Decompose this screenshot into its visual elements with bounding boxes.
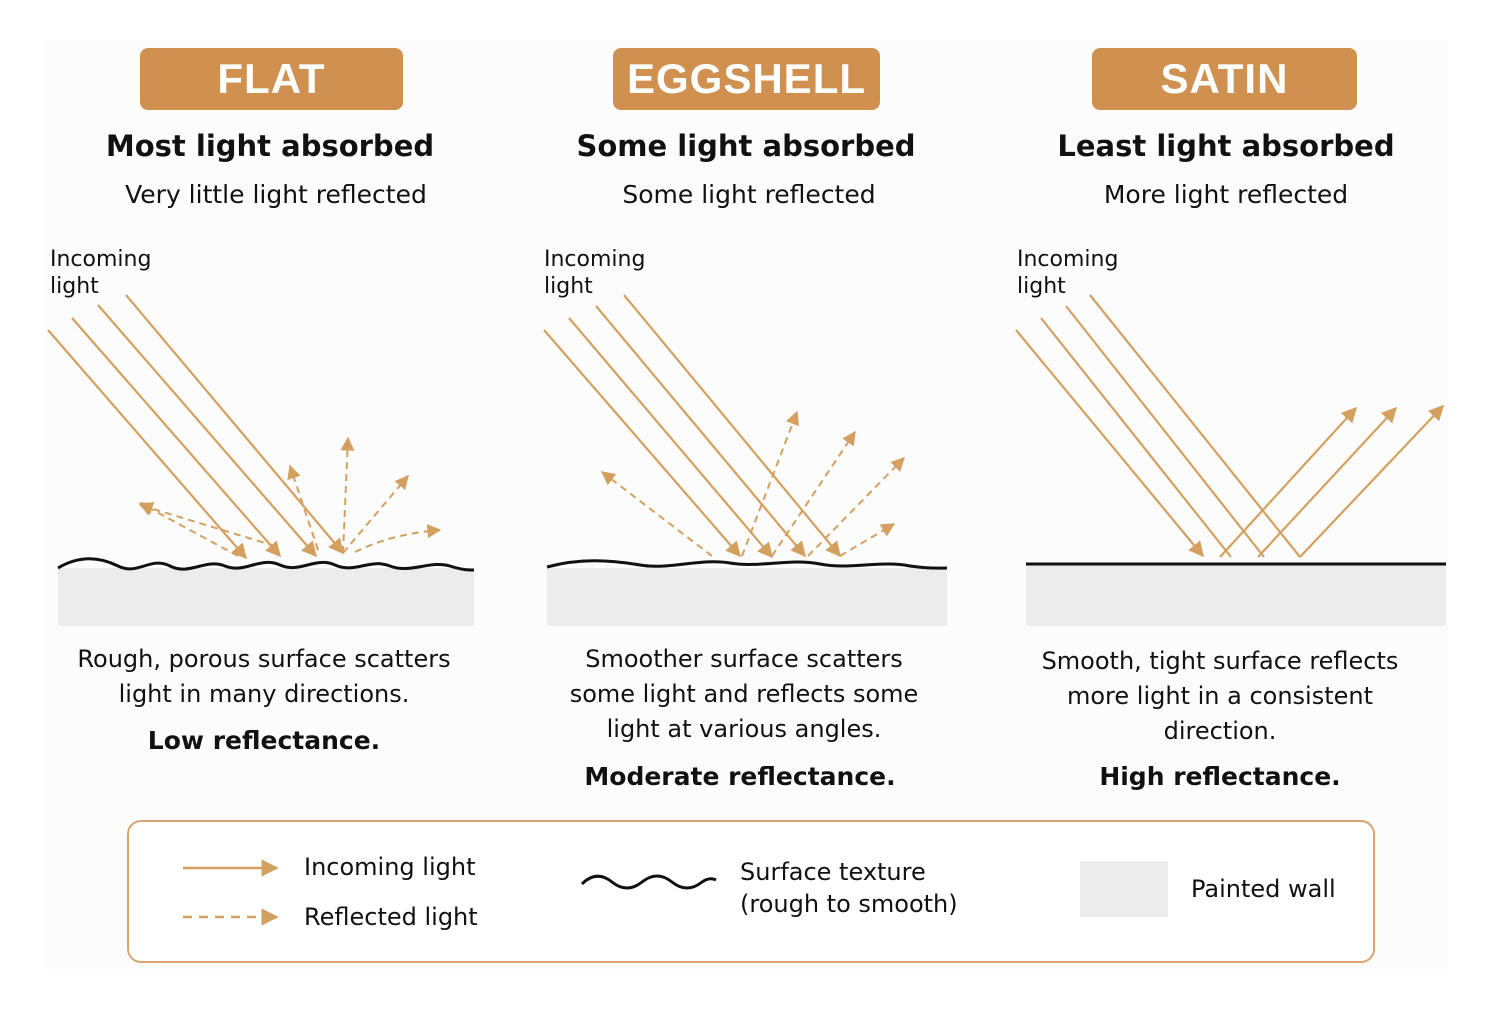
- eggshell-reflected-ray: [839, 523, 896, 557]
- eggshell-badge: EGGSHELL: [613, 48, 880, 110]
- flat-diagram: [47, 294, 475, 626]
- satin-wall: [1026, 565, 1446, 626]
- satin-incoming-ray: [1089, 294, 1301, 558]
- legend-wall-label: Painted wall: [1191, 875, 1336, 903]
- eggshell-reflected-ray: [807, 456, 905, 557]
- column-eggshell: EGGSHELL Some light absorbed Some light …: [543, 48, 948, 791]
- column-flat: FLAT Most light absorbed Very little lig…: [0, 0, 500, 810]
- satin-incoming-ray: [1015, 329, 1204, 558]
- eggshell-incoming-ray: [568, 317, 773, 559]
- flat-incoming-ray: [125, 294, 344, 555]
- flat-heading: Most light absorbed: [105, 129, 435, 163]
- eggshell-verdict: Moderate reflectance.: [584, 762, 896, 791]
- flat-surface-line: [57, 557, 475, 572]
- flat-reflected-ray: [138, 502, 239, 557]
- satin-reflected-ray: [1257, 406, 1398, 558]
- satin-reflected-ray: [1299, 404, 1445, 558]
- satin-incoming-label: Incoming light: [1017, 247, 1119, 299]
- flat-incoming-rays: [47, 294, 344, 560]
- satin-incoming-rays: [1015, 294, 1301, 558]
- flat-wall: [58, 568, 474, 626]
- eggshell-diagram: [543, 294, 948, 626]
- satin-incoming-ray: [1065, 305, 1265, 558]
- legend-painted-wall-swatch: [1080, 861, 1168, 917]
- legend-reflected-arrow-icon: [183, 908, 279, 926]
- satin-badge: SATIN: [1092, 48, 1357, 110]
- flat-reflected-ray: [342, 474, 409, 554]
- eggshell-incoming-ray: [623, 294, 841, 558]
- satin-reflected-ray: [1219, 406, 1358, 558]
- flat-reflected-ray: [287, 464, 319, 551]
- satin-subheading: More light reflected: [1103, 180, 1349, 209]
- legend-surface-texture-icon: [580, 874, 717, 890]
- legend-incoming-arrow-icon: [183, 859, 279, 877]
- satin-incoming-ray: [1040, 317, 1232, 558]
- eggshell-incoming-rays: [543, 294, 841, 559]
- satin-description: Smooth, tight surface reflects more ligh…: [1041, 647, 1399, 745]
- legend-surface-label: Surface texture (rough to smooth): [740, 858, 958, 918]
- flat-reflected-rays: [138, 436, 442, 557]
- eggshell-description: Smoother surface scatters some light and…: [569, 645, 919, 743]
- eggshell-reflected-rays: [600, 410, 905, 557]
- satin-heading: Least light absorbed: [1057, 129, 1395, 163]
- satin-verdict: High reflectance.: [1099, 762, 1341, 791]
- flat-reflected-ray: [354, 524, 442, 553]
- legend-incoming-label: Incoming light: [304, 853, 476, 881]
- column-satin: SATIN Least light absorbed More light re…: [1015, 48, 1446, 791]
- eggshell-surface-line: [546, 559, 948, 570]
- flat-incoming-ray: [71, 317, 282, 558]
- flat-incoming-label: Incoming light: [50, 247, 152, 299]
- diagram-background: [44, 40, 1449, 970]
- eggshell-incoming-label: Incoming light: [544, 247, 646, 299]
- eggshell-heading: Some light absorbed: [576, 129, 916, 163]
- flat-incoming-ray: [97, 304, 318, 558]
- flat-subheading: Very little light reflected: [125, 180, 427, 209]
- eggshell-incoming-ray: [595, 305, 806, 558]
- eggshell-reflected-ray: [771, 430, 856, 557]
- satin-diagram: [1015, 294, 1446, 626]
- eggshell-reflected-ray: [741, 410, 800, 557]
- eggshell-wall: [547, 568, 947, 626]
- flat-incoming-ray: [47, 329, 248, 560]
- eggshell-subheading: Some light reflected: [622, 180, 876, 209]
- flat-verdict: Low reflectance.: [147, 726, 381, 755]
- flat-description: Rough, porous surface scatters light in …: [77, 645, 451, 708]
- satin-reflected-rays: [1219, 404, 1445, 558]
- legend-reflected-label: Reflected light: [304, 903, 478, 931]
- eggshell-incoming-ray: [543, 329, 742, 558]
- legend: Incoming light Reflected light Surface t…: [127, 820, 1375, 963]
- flat-badge: FLAT: [140, 48, 403, 110]
